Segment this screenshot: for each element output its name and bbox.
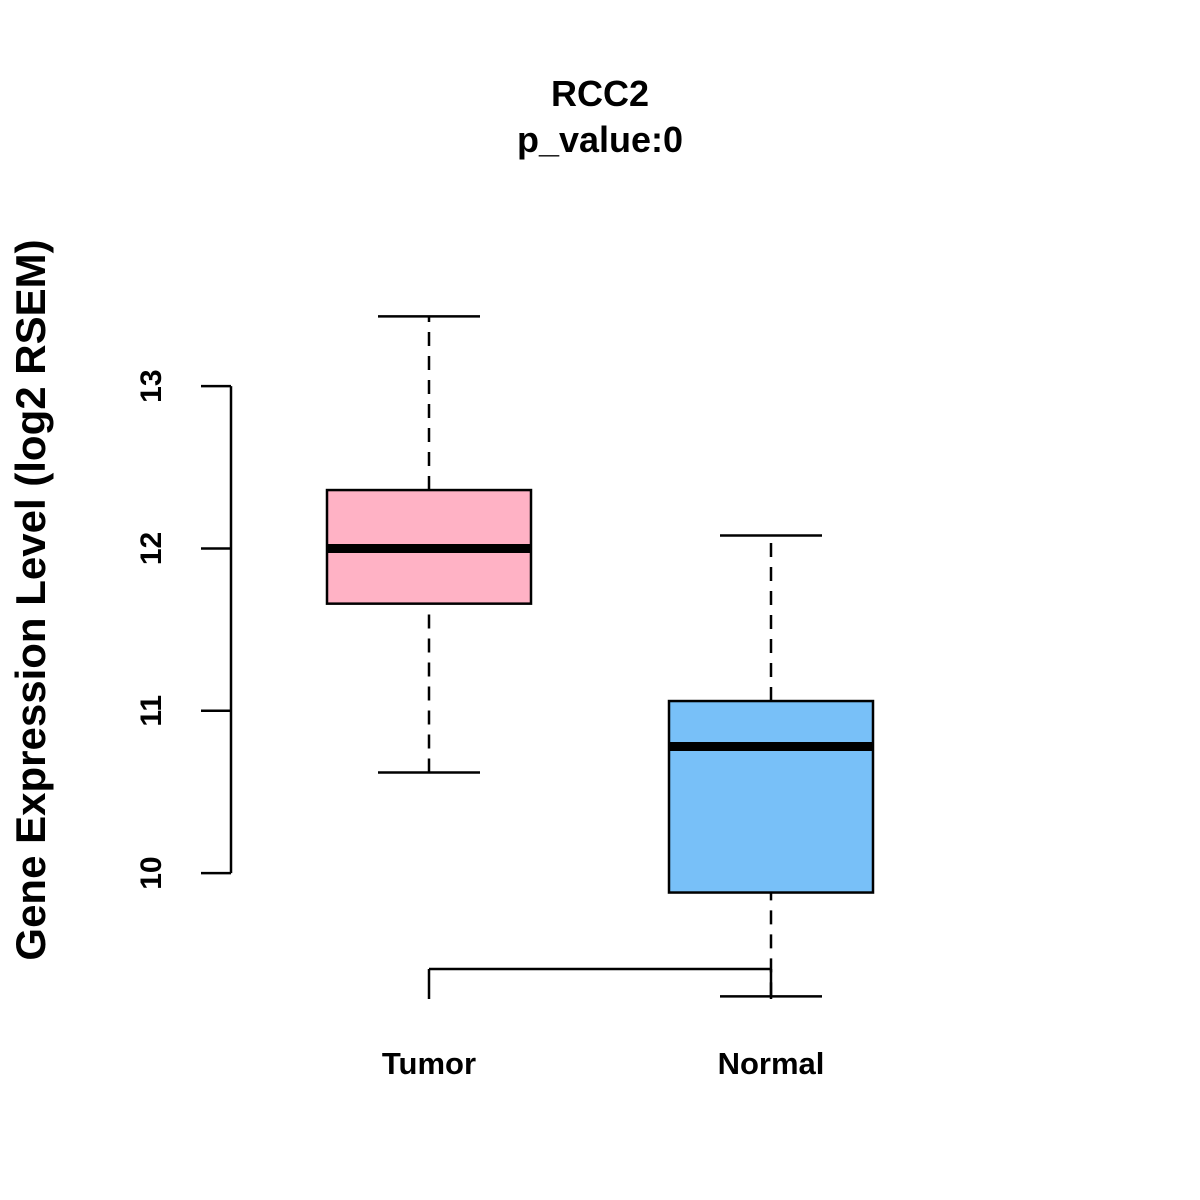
y-tick-label-13: 13	[135, 369, 168, 402]
box-normal	[667, 534, 875, 998]
x-tick-label-tumor: Tumor	[382, 1046, 476, 1081]
y-tick-label-10: 10	[135, 856, 168, 889]
x-axis: Tumor Normal	[382, 967, 825, 1081]
y-axis-label: Gene Expression Level (log2 RSEM)	[7, 239, 54, 960]
normal-box	[667, 699, 875, 894]
box-group	[325, 315, 875, 998]
chart-title: RCC2	[551, 73, 649, 114]
y-tick-label-12: 12	[135, 532, 168, 565]
box-tumor	[325, 315, 533, 774]
y-axis: 10 11 12 13	[135, 369, 233, 890]
y-tick-label-11: 11	[135, 695, 168, 727]
chart-subtitle: p_value:0	[517, 119, 683, 160]
x-tick-label-normal: Normal	[718, 1046, 825, 1081]
